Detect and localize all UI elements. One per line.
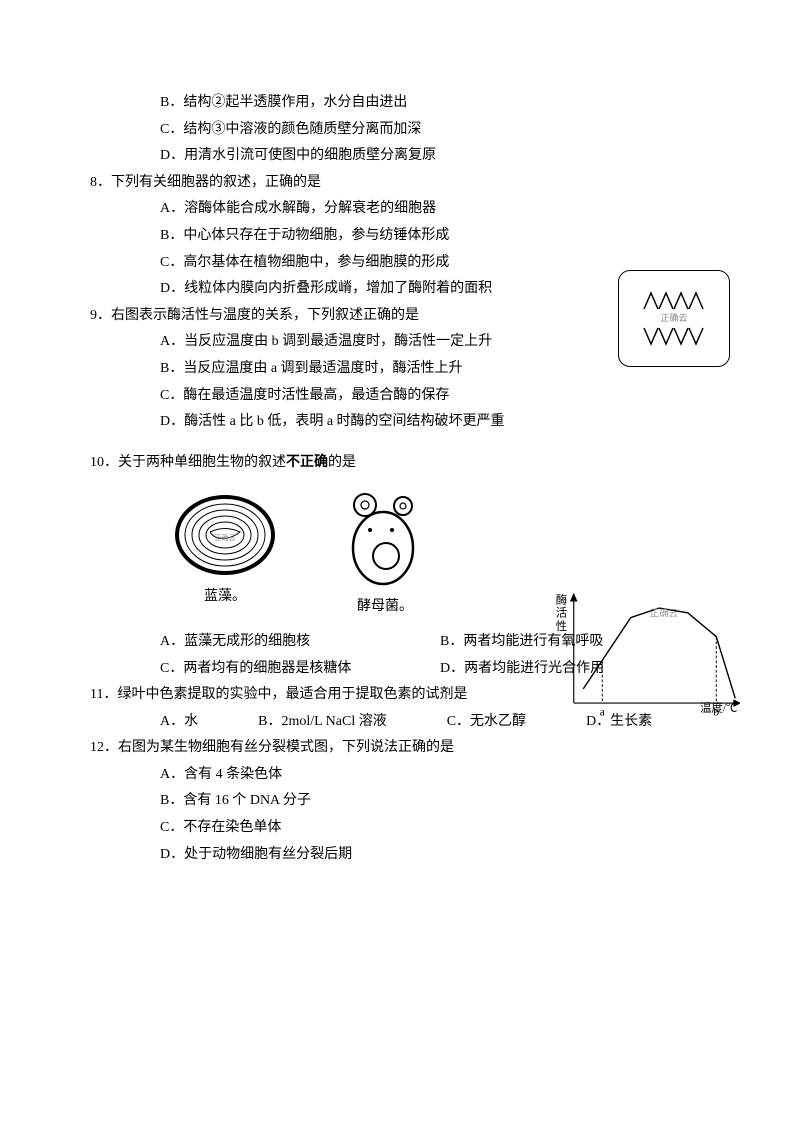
q12-stem: 12．右图为某生物细胞有丝分裂模式图，下列说法正确的是 bbox=[70, 735, 730, 762]
q9-option-d: D．酶活性 a 比 b 低，表明 a 时酶的空间结构破坏更严重 bbox=[70, 409, 730, 436]
q10-option-a: A．蓝藻无成形的细胞核 bbox=[160, 629, 440, 656]
q7-option-c: C．结构③中溶液的颜色随质壁分离而加深 bbox=[70, 117, 730, 144]
q7-option-b: B．结构②起半透膜作用，水分自由进出 bbox=[70, 90, 730, 117]
q8-option-a: A．溶酶体能合成水解酶，分解衰老的细胞器 bbox=[70, 196, 730, 223]
q12-option-c: C．不存在染色单体 bbox=[70, 815, 730, 842]
enzyme-temperature-chart: 酶 活 性 a b 正确云 温度/℃ bbox=[550, 585, 740, 730]
svg-text:正确云: 正确云 bbox=[215, 533, 236, 542]
q10-stem: 10．关于两种单细胞生物的叙述不正确的是 bbox=[70, 450, 730, 477]
q10-stem-suffix: 的是 bbox=[328, 455, 356, 470]
q7-option-d: D．用清水引流可使图中的细胞质壁分离复原 bbox=[70, 143, 730, 170]
q11-option-c: C．无水乙醇 bbox=[447, 709, 526, 736]
chart-x-label: 温度/℃ bbox=[700, 701, 737, 715]
q10-stem-prefix: 10．关于两种单细胞生物的叙述 bbox=[90, 455, 286, 470]
chart-watermark: 正确云 bbox=[650, 608, 679, 620]
cyanobacteria-label: 蓝藻。 bbox=[204, 584, 246, 611]
q11-option-b: B．2mol/L NaCl 溶液 bbox=[258, 709, 387, 736]
yeast-label: 酵母菌。 bbox=[357, 594, 413, 621]
q10-stem-bold: 不正确 bbox=[286, 455, 328, 470]
q10-option-c: C．两者均有的细胞器是核糖体 bbox=[160, 656, 440, 683]
mitosis-figure: 正确云 bbox=[618, 270, 730, 367]
q12-option-a: A．含有 4 条染色体 bbox=[70, 762, 730, 789]
chart-y-label-2: 活 bbox=[556, 607, 567, 620]
chart-a-label: a bbox=[600, 706, 605, 718]
watermark-text: 正确云 bbox=[660, 312, 687, 323]
cyanobacteria-figure: 正确云 蓝藻。 bbox=[170, 490, 280, 621]
q8-option-b: B．中心体只存在于动物细胞，参与纺锤体形成 bbox=[70, 223, 730, 250]
q11-option-a: A．水 bbox=[160, 709, 198, 736]
q12-option-d: D．处于动物细胞有丝分裂后期 bbox=[70, 842, 730, 869]
q8-stem: 8．下列有关细胞器的叙述，正确的是 bbox=[70, 170, 730, 197]
chart-y-label-3: 性 bbox=[556, 619, 567, 633]
yeast-figure: 酵母菌。 bbox=[340, 490, 430, 621]
q12-option-b: B．含有 16 个 DNA 分子 bbox=[70, 788, 730, 815]
q9-option-c: C．酶在最适温度时活性最高，最适合酶的保存 bbox=[70, 383, 730, 410]
chart-y-label-1: 酶 bbox=[556, 593, 567, 606]
